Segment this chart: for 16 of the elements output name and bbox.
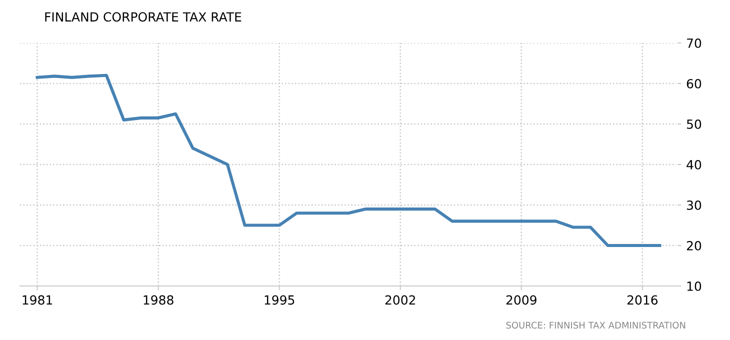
- x-tick-label: 2016: [627, 295, 658, 305]
- source-note: SOURCE: FINNISH TAX ADMINISTRATION: [506, 322, 686, 329]
- x-tick-label: 1995: [264, 295, 294, 305]
- line-series: [36, 74, 662, 248]
- y-tick-label: 60: [686, 78, 702, 88]
- x-tick-label: 2002: [385, 295, 416, 305]
- y-tick-label: 10: [687, 281, 702, 291]
- chart-title: FINLAND CORPORATE TAX RATE: [45, 12, 242, 22]
- x-tick-label: 1981: [22, 295, 52, 305]
- y-tick-label: 20: [686, 240, 702, 250]
- x-tick-label: 1988: [144, 295, 174, 305]
- y-tick-label: 50: [686, 119, 702, 129]
- y-tick-label: 30: [686, 200, 702, 210]
- y-tick-label: 40: [686, 160, 702, 170]
- x-tick-label: 2009: [506, 295, 536, 305]
- y-tick-label: 70: [687, 38, 702, 48]
